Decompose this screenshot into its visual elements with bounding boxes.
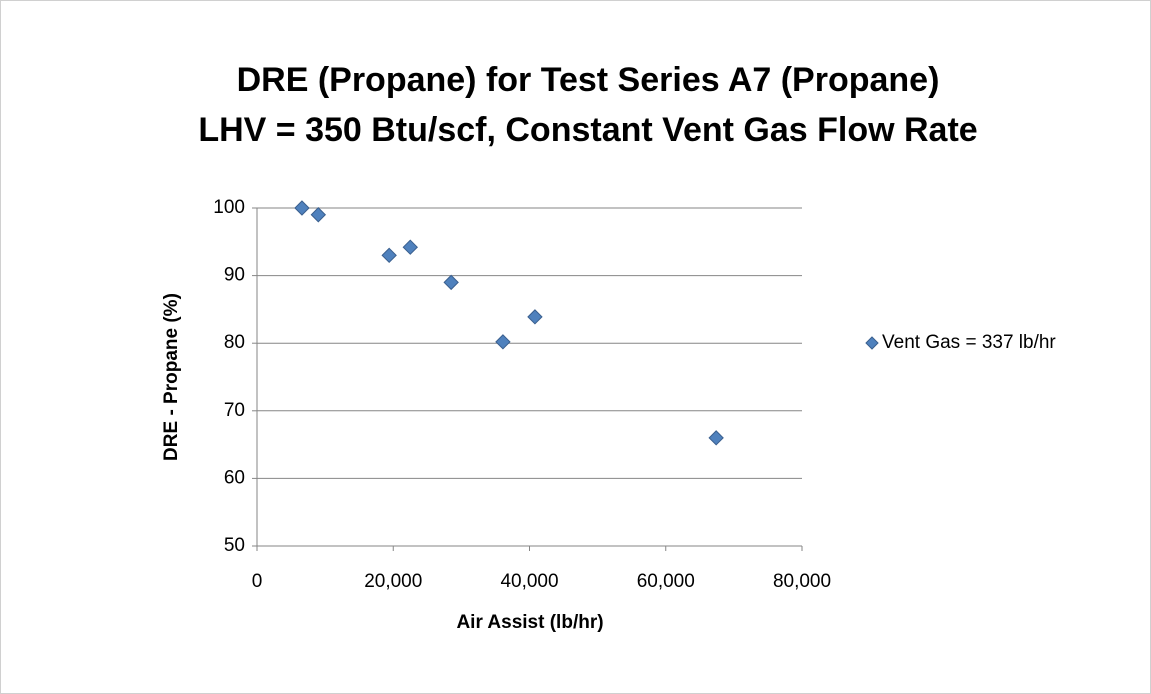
legend-label: Vent Gas = 337 lb/hr (882, 332, 1056, 353)
x-tick-label: 20,000 (364, 571, 422, 592)
y-axis-label: DRE - Propane (%) (161, 293, 182, 461)
y-tick-label: 100 (213, 197, 245, 218)
x-tick-label: 60,000 (637, 571, 695, 592)
point (708, 430, 724, 446)
x-tick-label: 40,000 (500, 571, 558, 592)
y-tick-label: 70 (224, 400, 245, 421)
chart-title: DRE (Propane) for Test Series A7 (Propan… (237, 61, 940, 99)
y-tick-label: 60 (224, 467, 245, 488)
chart-subtitle: LHV = 350 Btu/scf, Constant Vent Gas Flo… (198, 111, 977, 149)
point (443, 274, 459, 291)
x-tick-label: 0 (252, 571, 263, 592)
point (294, 200, 310, 216)
point (381, 247, 397, 264)
point (495, 334, 511, 350)
point (310, 207, 327, 223)
y-tick-label: 50 (224, 535, 245, 556)
x-tick-label: 80,000 (773, 571, 831, 592)
point (527, 309, 543, 325)
y-tick-label: 90 (224, 265, 245, 286)
y-tick-label: 80 (224, 332, 245, 353)
x-axis-label: Air Assist (lb/hr) (456, 612, 603, 633)
point (402, 239, 418, 255)
legend-marker (865, 336, 879, 350)
